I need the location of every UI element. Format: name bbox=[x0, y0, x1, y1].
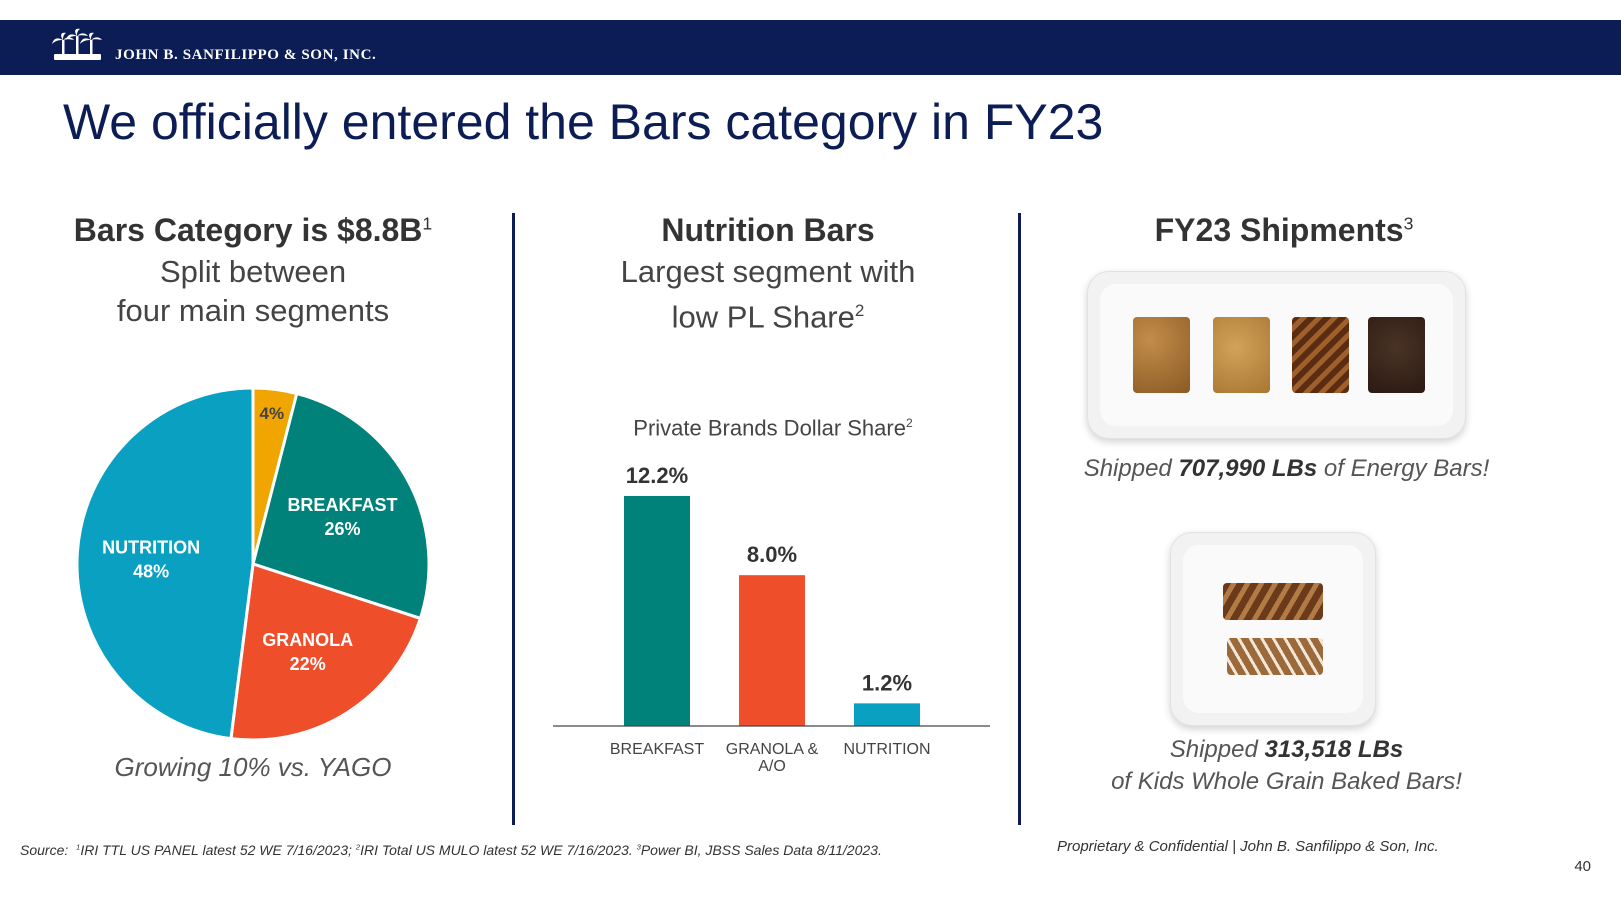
src2-sup: 2 bbox=[355, 842, 361, 852]
left-sub-line1: Split between bbox=[159, 254, 347, 289]
middle-sub-line2: low PL Share2 bbox=[518, 291, 1018, 336]
energy-bar-4 bbox=[1368, 317, 1425, 393]
left-growth-note: Growing 10% vs. YAGO bbox=[114, 752, 392, 782]
bar-chart-title-sup: 2 bbox=[905, 416, 913, 430]
bar-nutrition bbox=[854, 703, 920, 726]
pie-label-breakfast: BREAKFAST bbox=[287, 495, 397, 515]
bar-chart-title-text: Private Brands Dollar Share bbox=[633, 415, 906, 441]
src1-sup: 1 bbox=[76, 842, 81, 852]
pie-label-nutrition: NUTRITION bbox=[102, 538, 200, 558]
src3: Power BI, JBSS Sales Data 8/11/2023. bbox=[640, 842, 882, 858]
source-footnote: Source: 1IRI TTL US PANEL latest 52 WE 7… bbox=[20, 842, 882, 858]
bar-category-nutrition: NUTRITION bbox=[843, 741, 930, 758]
middle-subheading: Largest segment with low PL Share2 bbox=[518, 252, 1018, 336]
kids-bars-shipped: Shipped 313,518 LBs of Kids Whole Grain … bbox=[1024, 734, 1549, 798]
page-number: 40 bbox=[1574, 858, 1591, 875]
pie-slice-breakfast bbox=[251, 391, 431, 621]
ship2-line1: Shipped 313,518 LBs bbox=[1024, 734, 1549, 766]
middle-sub-sup: 2 bbox=[854, 301, 865, 320]
left-sub-line2: four main segments bbox=[116, 293, 390, 328]
bar-value-nutrition: 1.2% bbox=[862, 670, 912, 695]
pie-slice-nutrition bbox=[75, 386, 255, 741]
ship2-pre: Shipped bbox=[1169, 736, 1265, 763]
confidential-note: Proprietary & Confidential | John B. San… bbox=[1057, 838, 1439, 855]
tray-inner-2 bbox=[1183, 545, 1363, 713]
pie-value-breakfast: 26% bbox=[324, 519, 360, 539]
middle-heading: Nutrition Bars bbox=[661, 212, 875, 248]
left-heading: Bars Category is $8.8B1 bbox=[0, 212, 506, 249]
company-name: JOHN B. SANFILIPPO & SON, INC. bbox=[115, 47, 377, 63]
left-subheading: Split between four main segments bbox=[0, 252, 506, 330]
src1: IRI TTL US PANEL latest 52 WE 7/16/2023; bbox=[80, 842, 356, 858]
src2: IRI Total US MULO latest 52 WE 7/16/2023… bbox=[360, 842, 637, 858]
page-title: We officially entered the Bars category … bbox=[63, 94, 1104, 150]
bar-category-breakfast: BREAKFAST bbox=[610, 741, 704, 758]
middle-sub-line1: Largest segment with bbox=[620, 254, 916, 289]
bar-category-granola-a-o: GRANOLA & bbox=[726, 741, 819, 758]
bar-value-granola-a-o: 8.0% bbox=[747, 542, 797, 567]
palm-trees-logo bbox=[52, 28, 102, 60]
pie-label-granola: GRANOLA bbox=[262, 630, 353, 650]
kids-bars-tray-image bbox=[1170, 532, 1376, 726]
pie-value-granola: 22% bbox=[290, 654, 326, 674]
src3-sup: 3 bbox=[636, 842, 641, 852]
energy-bars-tray-image bbox=[1087, 271, 1466, 439]
right-heading: FY23 Shipments3 bbox=[1024, 212, 1544, 249]
ship2-line2: of Kids Whole Grain Baked Bars! bbox=[1111, 768, 1462, 795]
middle-sub-line2-text: low PL Share bbox=[671, 299, 855, 335]
column-divider-right bbox=[1018, 213, 1021, 825]
energy-bar-1 bbox=[1133, 317, 1190, 393]
right-heading-text: FY23 Shipments bbox=[1154, 212, 1404, 248]
bar-chart: 12.2% BREAKFAST 8.0% GRANOLA &A/O 1.2% NUTRIT… bbox=[553, 463, 990, 775]
pie-value-other: 4% bbox=[260, 404, 285, 423]
energy-bar-3 bbox=[1292, 317, 1349, 393]
column-divider-left bbox=[512, 213, 515, 825]
energy-bars-shipped: Shipped 707,990 LBs of Energy Bars! bbox=[1024, 455, 1549, 483]
bar-chart-title: Private Brands Dollar Share2 bbox=[518, 408, 1028, 443]
ship1-post: of Energy Bars! bbox=[1317, 455, 1490, 482]
bar-value-breakfast: 12.2% bbox=[626, 463, 688, 488]
right-heading-sup: 3 bbox=[1403, 213, 1414, 234]
source-label: Source: bbox=[20, 842, 69, 858]
bar-breakfast bbox=[624, 496, 690, 726]
ship1-amount: 707,990 LBs bbox=[1178, 455, 1318, 482]
header-bar: JOHN B. SANFILIPPO & SON, INC. bbox=[0, 20, 1621, 75]
bar-granola-a-o bbox=[739, 575, 805, 726]
pie-value-nutrition: 48% bbox=[133, 562, 169, 582]
left-heading-sup: 1 bbox=[422, 213, 433, 234]
ship1-pre: Shipped bbox=[1083, 455, 1179, 482]
energy-bar-2 bbox=[1213, 317, 1270, 393]
ship2-amount: 313,518 LBs bbox=[1264, 736, 1404, 763]
kids-bar-2 bbox=[1227, 638, 1323, 675]
pie-chart: OTHER4%BREAKFAST26%GRANOLA22%NUTRITION48… bbox=[75, 386, 431, 742]
pie-slice-granola bbox=[229, 562, 423, 742]
bar-category-granola-a-o-line2: A/O bbox=[758, 758, 786, 775]
kids-bar-1 bbox=[1223, 583, 1323, 620]
left-heading-text: Bars Category is $8.8B bbox=[73, 212, 423, 248]
